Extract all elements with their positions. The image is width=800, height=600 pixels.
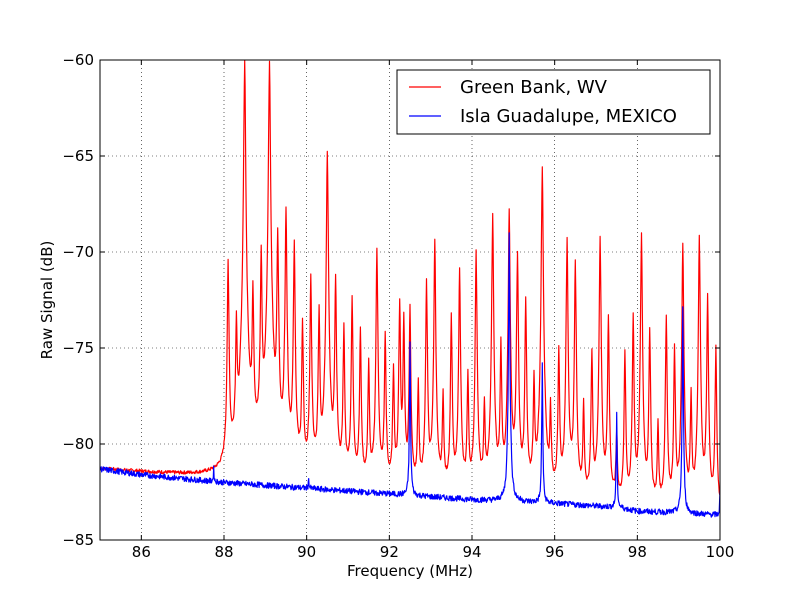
x-tick-label: 86 bbox=[132, 543, 151, 561]
x-tick-label: 92 bbox=[380, 543, 399, 561]
x-tick-label: 96 bbox=[545, 543, 564, 561]
series-line-isla-guadalupe bbox=[100, 232, 720, 518]
legend: Green Bank, WV Isla Guadalupe, MEXICO bbox=[396, 69, 711, 135]
x-tick-label: 98 bbox=[628, 543, 647, 561]
plot-frame bbox=[99, 59, 721, 541]
y-tick-label: −60 bbox=[62, 51, 94, 69]
legend-label-isla-guadalupe: Isla Guadalupe, MEXICO bbox=[460, 106, 677, 127]
y-axis-label: Raw Signal (dB) bbox=[38, 241, 56, 360]
y-tick-label: −80 bbox=[62, 435, 94, 453]
legend-box bbox=[396, 69, 711, 135]
x-tick-label: 88 bbox=[214, 543, 233, 561]
y-axis: −85 −80 −75 −70 −65 −60 bbox=[62, 51, 720, 549]
y-tick-label: −70 bbox=[62, 243, 94, 261]
y-tick-label: −65 bbox=[62, 147, 94, 165]
series-layer bbox=[100, 60, 720, 518]
x-tick-label: 94 bbox=[462, 543, 481, 561]
legend-label-green-bank: Green Bank, WV bbox=[460, 77, 608, 98]
x-axis-label: Frequency (MHz) bbox=[347, 562, 473, 580]
y-tick-label: −85 bbox=[62, 531, 94, 549]
y-tick-label: −75 bbox=[62, 339, 94, 357]
x-tick-label: 90 bbox=[297, 543, 316, 561]
x-tick-label: 100 bbox=[706, 543, 735, 561]
x-axis: 86 88 90 92 94 96 98 100 bbox=[132, 60, 735, 561]
